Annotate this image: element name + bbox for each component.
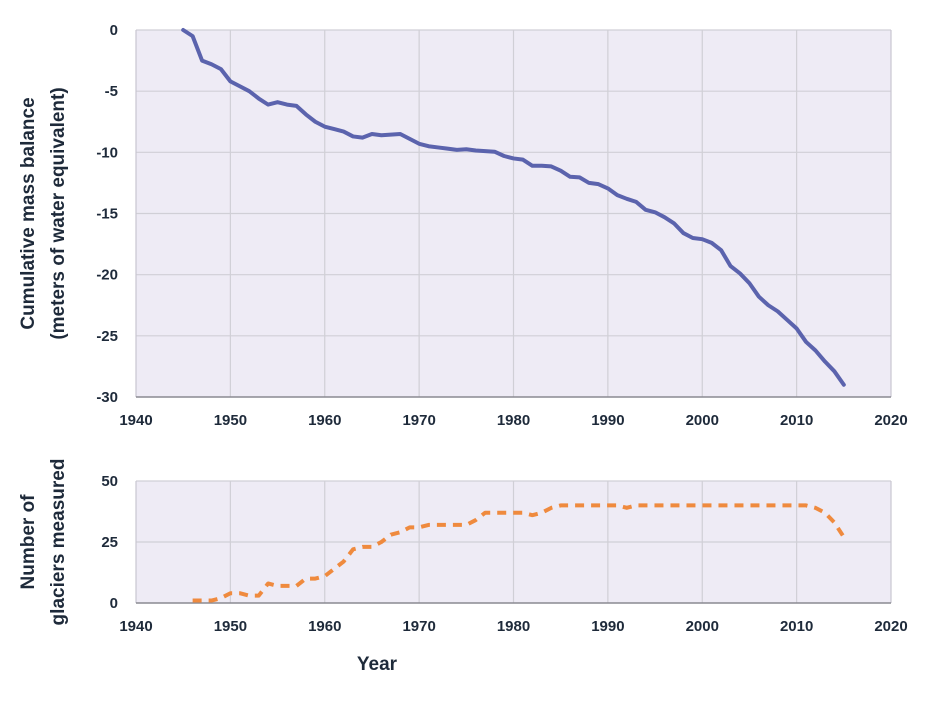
y-tick-label: 50 bbox=[101, 473, 118, 490]
y-axis-title-line: glaciers measured bbox=[48, 459, 69, 626]
y-tick-label: 25 bbox=[101, 534, 118, 551]
x-tick-label: 1990 bbox=[591, 618, 624, 635]
x-tick-label: 1950 bbox=[214, 618, 247, 635]
y-axis-title-line: (meters of water equivalent) bbox=[48, 87, 69, 339]
series-line bbox=[192, 503, 846, 603]
x-tick-label: 1980 bbox=[497, 618, 530, 635]
y-tick-label: -25 bbox=[96, 328, 118, 345]
x-tick-label: 1950 bbox=[214, 412, 247, 429]
y-tick-label: -20 bbox=[96, 267, 118, 284]
x-tick-label: 2000 bbox=[686, 412, 719, 429]
y-tick-label: -15 bbox=[96, 206, 118, 223]
y-tick-label: -10 bbox=[96, 144, 118, 161]
x-tick-label: 2010 bbox=[780, 618, 813, 635]
x-axis-title: Year bbox=[357, 654, 398, 675]
chart-1: 1940 1950 1960 1970 1980 1990 2000 2010 2020 0 -5 -… bbox=[18, 22, 908, 429]
x-tick-label: 1980 bbox=[497, 412, 530, 429]
x-tick-label: 1970 bbox=[402, 412, 435, 429]
x-tick-label: 1960 bbox=[308, 412, 341, 429]
x-tick-label: 1960 bbox=[308, 618, 341, 635]
x-tick-label: 2020 bbox=[874, 412, 907, 429]
x-tick-label: 1940 bbox=[119, 618, 152, 635]
x-tick-label: 2020 bbox=[874, 618, 907, 635]
x-tick-label: 1970 bbox=[402, 618, 435, 635]
y-tick-label: 0 bbox=[110, 22, 118, 39]
y-axis-title-line: Cumulative mass balance bbox=[18, 97, 39, 329]
y-tick-label: -30 bbox=[96, 389, 118, 406]
series-line bbox=[181, 28, 846, 387]
y-axis-title-line: Number of bbox=[18, 494, 39, 590]
y-tick-label: -5 bbox=[105, 83, 118, 100]
x-tick-label: 1940 bbox=[119, 412, 152, 429]
y-tick-label: 0 bbox=[110, 595, 118, 612]
x-tick-label: 1990 bbox=[591, 412, 624, 429]
x-tick-label: 2010 bbox=[780, 412, 813, 429]
chart-2: 1940 1950 1960 1970 1980 1990 2000 2010 2020 50 25… bbox=[18, 459, 908, 675]
x-tick-label: 2000 bbox=[686, 618, 719, 635]
